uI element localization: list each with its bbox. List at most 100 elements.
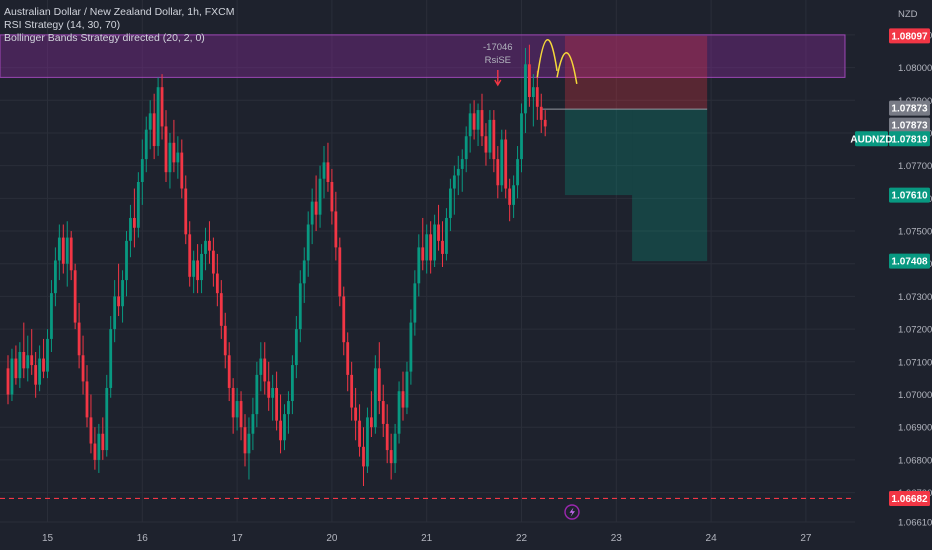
candle[interactable]	[492, 110, 496, 173]
candle[interactable]	[512, 175, 515, 218]
candle[interactable]	[421, 217, 425, 271]
candle[interactable]	[452, 165, 456, 215]
candle[interactable]	[188, 221, 192, 287]
target-zone-1[interactable]	[564, 109, 633, 196]
candle[interactable]	[121, 270, 124, 323]
candle[interactable]	[334, 191, 338, 261]
candle[interactable]	[381, 384, 385, 437]
price-axis[interactable]	[855, 0, 932, 550]
candle[interactable]	[291, 355, 294, 415]
candle[interactable]	[101, 417, 105, 460]
candle[interactable]	[287, 391, 290, 434]
candle[interactable]	[168, 132, 172, 189]
candle[interactable]	[405, 361, 409, 415]
candle[interactable]	[445, 208, 448, 261]
candle[interactable]	[393, 423, 397, 473]
candle[interactable]	[57, 224, 61, 281]
candle[interactable]	[34, 352, 38, 398]
short-position-tool[interactable]	[541, 35, 708, 262]
candle[interactable]	[326, 142, 330, 192]
legend-bb-strategy[interactable]: Bollinger Bands Strategy directed (20, 2…	[4, 32, 205, 44]
candle[interactable]	[50, 280, 53, 352]
candle[interactable]	[342, 286, 346, 356]
candle[interactable]	[85, 365, 89, 428]
candle[interactable]	[129, 204, 132, 258]
candle[interactable]	[385, 404, 389, 464]
candle[interactable]	[370, 391, 373, 437]
candle[interactable]	[30, 329, 34, 375]
candle[interactable]	[6, 355, 10, 405]
candle[interactable]	[223, 312, 227, 369]
candle[interactable]	[460, 149, 464, 192]
candle[interactable]	[54, 247, 57, 307]
candle[interactable]	[401, 371, 405, 421]
candle[interactable]	[279, 394, 282, 454]
candle[interactable]	[354, 387, 357, 441]
candle[interactable]	[413, 270, 417, 336]
candle[interactable]	[504, 129, 508, 199]
candle[interactable]	[156, 77, 160, 156]
candle[interactable]	[227, 342, 231, 402]
candle[interactable]	[314, 175, 318, 232]
candle[interactable]	[136, 172, 140, 238]
candle[interactable]	[302, 247, 306, 303]
candle[interactable]	[204, 227, 207, 271]
candle[interactable]	[409, 309, 413, 385]
candle[interactable]	[180, 139, 184, 199]
candlesticks[interactable]	[6, 44, 547, 487]
candle[interactable]	[251, 397, 255, 451]
candle[interactable]	[247, 417, 251, 480]
candle[interactable]	[239, 391, 243, 441]
candle[interactable]	[192, 250, 196, 294]
candle[interactable]	[69, 231, 73, 281]
candle[interactable]	[298, 270, 302, 343]
candle[interactable]	[283, 404, 286, 451]
candle[interactable]	[389, 433, 393, 480]
candle[interactable]	[500, 129, 504, 192]
candle[interactable]	[152, 93, 156, 160]
candle[interactable]	[263, 342, 267, 395]
candle[interactable]	[22, 322, 26, 379]
candle[interactable]	[488, 110, 492, 160]
candle[interactable]	[350, 361, 354, 421]
legend-rsi-strategy[interactable]: RSI Strategy (14, 30, 70)	[4, 19, 121, 31]
candle[interactable]	[73, 263, 77, 330]
candle[interactable]	[93, 427, 97, 470]
candle[interactable]	[539, 93, 543, 133]
candle[interactable]	[377, 342, 381, 415]
candle[interactable]	[294, 316, 298, 379]
candle[interactable]	[508, 178, 512, 222]
candle[interactable]	[208, 221, 211, 264]
candle[interactable]	[117, 263, 120, 317]
candle[interactable]	[160, 74, 164, 140]
candle[interactable]	[176, 136, 180, 179]
candle[interactable]	[133, 188, 136, 248]
target-zone-2[interactable]	[632, 109, 708, 262]
candle[interactable]	[200, 244, 203, 294]
candle[interactable]	[535, 70, 539, 120]
candle[interactable]	[310, 188, 314, 245]
candle[interactable]	[61, 224, 65, 274]
candle[interactable]	[496, 146, 500, 199]
candle[interactable]	[271, 374, 275, 421]
candle[interactable]	[144, 116, 148, 173]
candle[interactable]	[267, 361, 271, 411]
candle[interactable]	[259, 342, 263, 392]
candle[interactable]	[417, 234, 421, 297]
candle[interactable]	[480, 93, 484, 147]
candle[interactable]	[528, 44, 531, 107]
candle[interactable]	[425, 224, 429, 274]
candle[interactable]	[516, 146, 519, 199]
candle[interactable]	[97, 423, 101, 473]
candle[interactable]	[433, 214, 436, 267]
candle[interactable]	[164, 110, 168, 182]
candle[interactable]	[184, 175, 188, 245]
candle[interactable]	[255, 361, 259, 428]
candle[interactable]	[140, 139, 144, 205]
candle[interactable]	[306, 211, 310, 277]
candle[interactable]	[397, 381, 401, 444]
candle[interactable]	[219, 280, 223, 339]
candle[interactable]	[484, 123, 488, 166]
candle[interactable]	[468, 103, 472, 153]
